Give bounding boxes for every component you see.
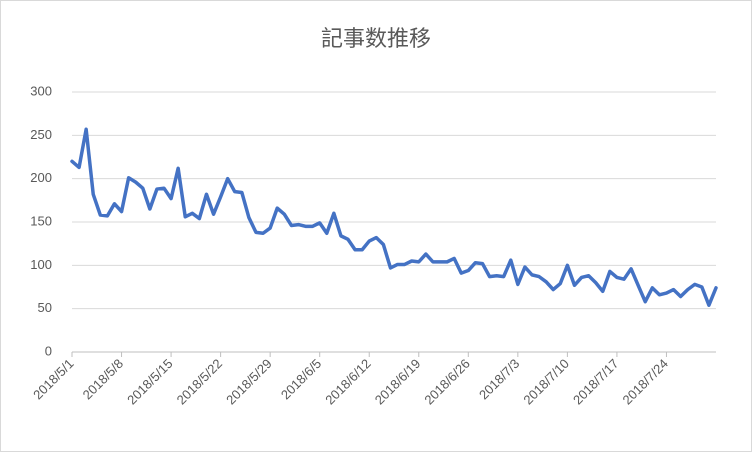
chart-title: 記事数推移 [321,26,431,51]
y-tick-label: 300 [30,83,52,98]
data-line [70,127,718,307]
y-tick-label: 250 [30,127,52,142]
y-tick-label: 200 [30,170,52,185]
y-tick-label: 150 [30,213,52,228]
y-tick-label: 50 [38,300,52,315]
y-tick-label: 0 [45,343,52,358]
y-tick-label: 100 [30,257,52,272]
